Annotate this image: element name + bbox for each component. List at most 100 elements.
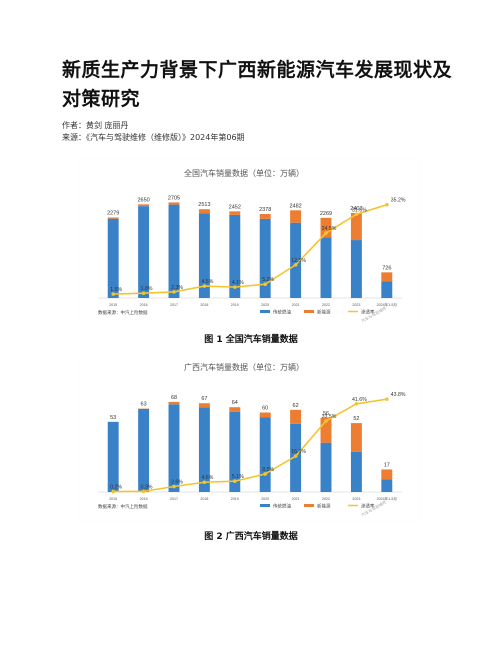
x-tick-label: 2017 [170,497,178,501]
x-tick-label: 2024年1-5月 [377,302,397,307]
bar-nev [381,469,393,480]
bar-nev [107,217,119,219]
bar-nev [259,412,271,418]
bar-traditional [229,411,241,492]
penetration-label: 1.5% [110,287,122,293]
x-tick-label: 2020 [261,497,269,501]
legend-swatch [260,504,270,507]
legend-label: 渗透率 [361,503,375,510]
bar-traditional [229,214,241,298]
legend-label: 新能源 [317,309,331,316]
bar-nev [320,417,332,443]
x-tick-label: 2022 [322,497,330,501]
bar-traditional [138,206,150,298]
x-tick-label: 2018 [200,303,208,307]
x-tick-label: 2023 [352,497,360,501]
bar-nev [350,212,362,241]
bar-nev [229,211,241,215]
penetration-label: 43.8% [391,392,406,398]
x-tick-label: 2017 [170,303,178,307]
bar-traditional [290,222,302,298]
penetration-line [113,203,388,295]
bar-nev [138,204,150,207]
x-tick-label: 2016 [140,303,148,307]
total-label: 2378 [259,207,271,213]
bar-traditional [198,407,210,492]
x-tick-label: 2023 [352,303,360,307]
bar-nev [350,423,362,452]
penetration-point [202,284,207,288]
penetration-label: 24.5% [322,226,337,232]
bar-nev [168,401,180,405]
penetration-point [354,402,359,406]
bar-traditional [320,442,332,492]
penetration-point [263,472,267,476]
total-label: 64 [232,400,238,406]
total-label: 2513 [198,202,210,208]
total-label: 2452 [229,204,241,210]
bar-traditional [259,417,271,492]
penetration-label: 5.1% [232,474,244,480]
figure-2-image: 广西汽车销量数据（单位：万辆） 53 2015 63 2016 68 2017 67 2018 6… [80,354,420,520]
chart-title: 全国汽车销量数据（单位：万辆） [184,168,304,178]
penetration-point [354,212,359,217]
legend-swatch [304,310,314,313]
legend-label: 新能源 [317,503,331,510]
national-sales-chart: 全国汽车销量数据（单位：万辆） 2279 2015 2650 2016 2705 2017 2… [98,168,406,316]
bar-traditional [198,213,210,298]
penetration-label: 1.8% [141,286,153,292]
legend-swatch [304,504,314,507]
bar-nev [320,217,332,238]
penetration-point [324,231,328,235]
bar-traditional [107,421,119,492]
total-label: 2650 [137,197,149,203]
penetration-label: 4.1% [232,280,244,286]
bar-traditional [168,204,180,298]
bar-traditional [381,479,393,492]
penetration-point [385,397,389,401]
penetration-label: 2.6% [171,479,183,485]
x-tick-label: 2024年1-5月 [377,496,397,501]
penetration-point [263,282,267,287]
guangxi-sales-chart: 广西汽车销量数据（单位：万辆） 53 2015 63 2016 68 2017 67 2018 6… [98,362,406,510]
total-label: 2279 [107,210,119,216]
legend-label: 传统燃油 [273,503,291,510]
penetration-label: 0.2% [110,485,122,491]
penetration-label: 41.6% [352,397,367,403]
bar-nev [381,272,393,282]
penetration-label: 31.6% [352,207,367,213]
penetration-point [233,285,237,289]
penetration-point [293,454,298,458]
total-label: 52 [353,416,359,422]
penetration-point [111,292,115,296]
penetration-label: 16.9% [291,449,306,455]
total-label: 60 [262,406,268,412]
bar-nev [229,407,241,412]
legend-label: 传统燃油 [273,309,291,316]
penetration-label: 4.5% [201,279,213,285]
x-tick-label: 2021 [292,497,300,501]
penetration-label: 4.6% [201,475,213,481]
bar-traditional [320,237,332,298]
chart-title: 广西汽车销量数据（单位：万辆） [184,362,304,372]
figure-1-caption: 图 1 全国汽车销量数据 [204,335,298,345]
penetration-point [233,479,237,483]
penetration-label: 5.2% [262,277,274,283]
x-tick-label: 2015 [109,303,117,307]
x-tick-label: 2015 [109,497,117,501]
total-label: 63 [141,402,147,408]
total-label: 56 [323,411,329,417]
x-tick-label: 2019 [231,497,239,501]
bar-traditional [168,404,180,492]
bar-nev [290,210,302,223]
x-tick-label: 2022 [322,303,330,307]
bar-nev [290,409,302,424]
total-label: 17 [384,462,390,468]
penetration-line [113,398,387,493]
penetration-label: 35.2% [391,198,406,204]
penetration-point [293,263,298,267]
bar-nev [198,209,210,214]
bar-traditional [350,240,362,298]
bar-traditional [259,218,271,298]
total-label: 2407 [350,206,362,212]
